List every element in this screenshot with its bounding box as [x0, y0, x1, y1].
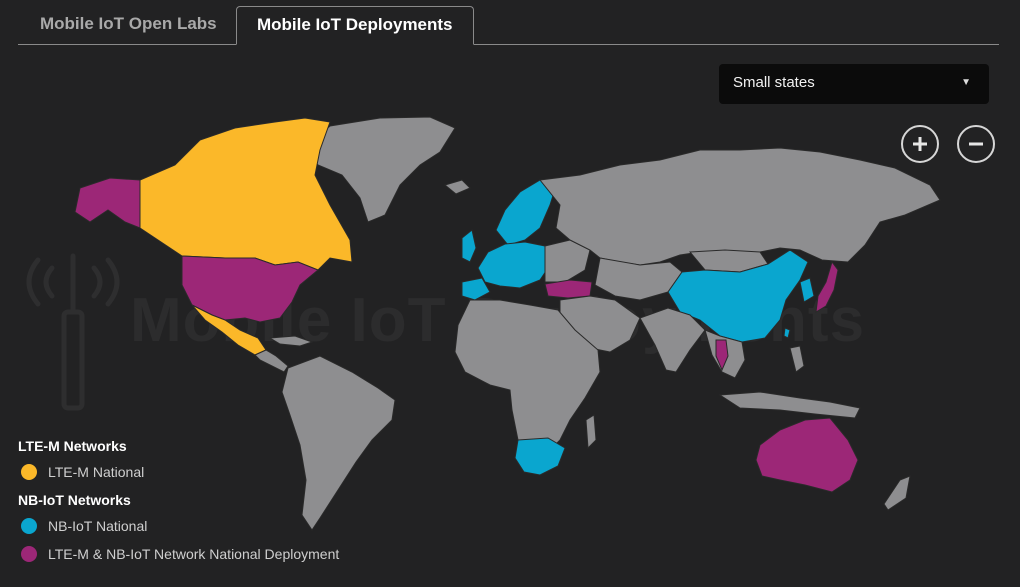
legend-item-label: LTE-M & NB-IoT Network National Deployme…: [48, 546, 340, 562]
taiwan: [783, 327, 791, 339]
tab-mobile-iot-open-labs[interactable]: Mobile IoT Open Labs: [40, 14, 217, 33]
south-asia: [639, 307, 706, 373]
canada: [139, 117, 353, 271]
philippines: [789, 345, 805, 373]
japan: [815, 260, 839, 313]
zoom-out-button[interactable]: [957, 125, 995, 163]
region-select[interactable]: Small states ▼: [719, 64, 989, 104]
iceland: [443, 179, 471, 195]
turkey: [544, 279, 593, 299]
russia: [539, 147, 941, 266]
dropdown-caret-icon: ▼: [961, 77, 971, 88]
south-america: [281, 355, 396, 531]
greenland: [304, 116, 456, 223]
new-zealand: [883, 475, 911, 511]
south-africa: [514, 437, 566, 476]
map-legend: LTE-M Networks LTE-M National NB-IoT Net…: [18, 436, 339, 568]
iberia: [461, 277, 491, 301]
minus-icon: [969, 142, 983, 146]
uk-ireland: [461, 229, 477, 263]
europe-west: [477, 241, 553, 289]
maritime-asia: [718, 391, 861, 419]
legend-item-ltem-nbiot-national[interactable]: LTE-M & NB-IoT Network National Deployme…: [18, 540, 339, 568]
central-america: [254, 349, 289, 373]
zoom-in-button[interactable]: [901, 125, 939, 163]
madagascar: [585, 414, 597, 450]
thailand: [715, 339, 729, 372]
legend-item-nbiot-national[interactable]: NB-IoT National: [18, 512, 339, 540]
legend-item-label: LTE-M National: [48, 464, 145, 480]
korea: [799, 277, 815, 303]
china: [667, 249, 809, 343]
legend-dot-icon: [21, 546, 37, 562]
legend-dot-icon: [21, 464, 37, 480]
antenna-watermark-icon: [26, 253, 120, 411]
legend-item-label: NB-IoT National: [48, 518, 148, 534]
australia: [755, 417, 859, 493]
tab-bar: Mobile IoT Open Labs Mobile IoT Deployme…: [18, 0, 999, 45]
legend-item-ltem-national[interactable]: LTE-M National: [18, 458, 339, 486]
tab-mobile-iot-deployments[interactable]: Mobile IoT Deployments: [236, 6, 474, 45]
legend-heading-ltem: LTE-M Networks: [18, 438, 127, 454]
legend-heading-nbiot: NB-IoT Networks: [18, 492, 131, 508]
caribbean: [268, 335, 314, 347]
region-select-value: Small states: [733, 74, 815, 91]
legend-dot-icon: [21, 518, 37, 534]
alaska: [74, 177, 141, 229]
scandinavia: [495, 179, 557, 246]
plus-icon: [913, 137, 927, 151]
